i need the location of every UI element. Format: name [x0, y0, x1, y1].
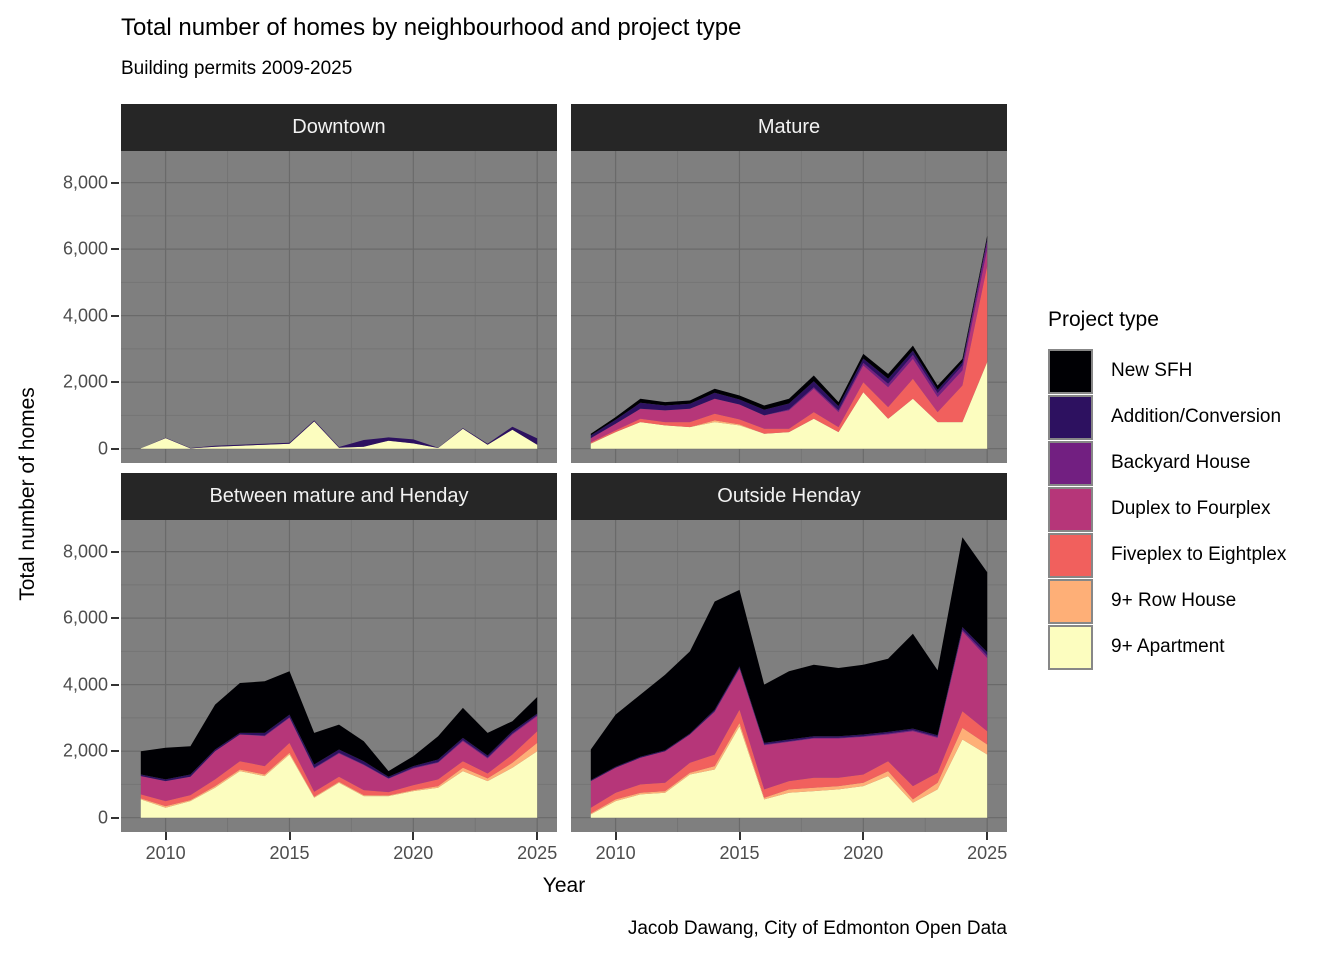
legend-swatch — [1048, 394, 1093, 440]
y-tick-mark — [111, 181, 119, 184]
plot-subtitle: Building permits 2009-2025 — [121, 58, 353, 79]
area-new-sfh — [140, 671, 538, 780]
facet-downtown: Downtown — [121, 104, 557, 463]
area-duplex-to-fourplex — [140, 716, 538, 802]
y-tick-mark — [111, 314, 119, 317]
area-duplex-to-fourplex — [590, 249, 988, 443]
legend: Project type New SFH Addition/Conversion B… — [1048, 308, 1286, 670]
legend-items: New SFH Addition/Conversion Backyard House… — [1048, 348, 1286, 670]
facet-strip-between: Between mature and Henday — [121, 473, 557, 520]
legend-item-label: Addition/Conversion — [1111, 406, 1282, 427]
legend-title: Project type — [1048, 308, 1159, 331]
y-tick-label: 8,000 — [62, 541, 108, 562]
x-tick-mark — [738, 832, 741, 840]
facet-panel-between — [121, 520, 557, 832]
y-tick-label: 4,000 — [62, 674, 108, 695]
area-9-apartment — [140, 751, 538, 818]
y-tick-label: 0 — [97, 438, 108, 459]
x-axis-title: Year — [542, 874, 586, 897]
x-tick-label: 2020 — [393, 843, 434, 863]
area-new-sfh — [590, 537, 988, 781]
area-fiveplex-to-eightplex — [590, 266, 988, 444]
facet-strip-label: Outside Henday — [717, 485, 861, 507]
legend-item: Fiveplex to Eightplex — [1048, 532, 1286, 578]
legend-item: 9+ Apartment — [1048, 624, 1286, 670]
y-tick-label: 8,000 — [62, 172, 108, 193]
y-tick-mark — [111, 750, 119, 753]
area-fiveplex-to-eightplex — [140, 731, 538, 807]
legend-item-label: Fiveplex to Eightplex — [1111, 544, 1287, 565]
x-tick-mark — [986, 832, 989, 840]
plot-title: Total number of homes by neighbourhood a… — [121, 14, 742, 41]
x-tick-mark — [288, 832, 291, 840]
legend-swatch — [1048, 624, 1093, 670]
x-tick-mark — [862, 832, 865, 840]
facet-mature: Mature — [571, 104, 1007, 463]
facet-panel-downtown — [121, 151, 557, 463]
y-tick-label: 0 — [97, 807, 108, 828]
legend-item: 9+ Row House — [1048, 578, 1286, 624]
facet-strip-label: Between mature and Henday — [209, 485, 469, 507]
y-tick-mark — [111, 816, 119, 819]
legend-swatch — [1048, 348, 1093, 394]
y-tick-mark — [111, 447, 119, 450]
y-axis-title: Total number of homes — [16, 387, 39, 601]
y-tick-mark — [111, 617, 119, 620]
legend-item: Addition/Conversion — [1048, 394, 1286, 440]
area-9-apartment — [140, 421, 538, 449]
area-9-apartment — [590, 726, 988, 818]
legend-item-label: 9+ Apartment — [1111, 636, 1225, 657]
y-tick-label: 6,000 — [62, 607, 108, 628]
y-tick-mark — [111, 381, 119, 384]
legend-item-label: Backyard House — [1111, 452, 1251, 473]
legend-swatch — [1048, 578, 1093, 624]
y-tick-mark — [111, 248, 119, 251]
facet-strip-label: Downtown — [292, 116, 386, 138]
y-tick-label: 4,000 — [62, 305, 108, 326]
y-tick-label: 2,000 — [62, 740, 108, 761]
legend-item-label: Duplex to Fourplex — [1111, 498, 1271, 519]
facet-panel-mature — [571, 151, 1007, 463]
facet-outside-henday: Outside Henday — [571, 473, 1007, 832]
facet-between-mature-and-henday: Between mature and Henday — [121, 473, 557, 832]
y-tick-label: 6,000 — [62, 238, 108, 259]
legend-swatch — [1048, 440, 1093, 486]
x-tick-mark — [614, 832, 617, 840]
legend-swatch — [1048, 532, 1093, 578]
legend-item-label: New SFH — [1111, 360, 1193, 381]
x-tick-mark — [536, 832, 539, 840]
facet-strip-outside: Outside Henday — [571, 473, 1007, 520]
facet-strip-downtown: Downtown — [121, 104, 557, 151]
area-9-apartment — [590, 362, 988, 449]
legend-item: New SFH — [1048, 348, 1286, 394]
x-tick-label: 2025 — [967, 843, 1008, 863]
legend-item: Backyard House — [1048, 440, 1286, 486]
facet-strip-label: Mature — [757, 116, 821, 138]
y-tick-mark — [111, 683, 119, 686]
area-addition-conversion — [140, 713, 538, 782]
x-tick-label: 2020 — [843, 843, 884, 863]
y-tick-mark — [111, 550, 119, 553]
x-tick-label: 2015 — [269, 843, 310, 863]
x-tick-mark — [164, 832, 167, 840]
x-tick-label: 2010 — [145, 843, 186, 863]
plot-caption: Jacob Dawang, City of Edmonton Open Data — [627, 918, 1007, 939]
x-tick-mark — [412, 832, 415, 840]
x-tick-label: 2015 — [719, 843, 760, 863]
panel-background — [121, 151, 557, 463]
x-tick-label: 2010 — [595, 843, 636, 863]
area-duplex-to-fourplex — [590, 631, 988, 808]
facet-strip-mature: Mature — [571, 104, 1007, 151]
facet-panel-outside — [571, 520, 1007, 832]
x-tick-label: 2025 — [517, 843, 558, 863]
legend-item-label: 9+ Row House — [1111, 590, 1237, 611]
y-tick-label: 2,000 — [62, 371, 108, 392]
legend-item: Duplex to Fourplex — [1048, 486, 1286, 532]
legend-swatch — [1048, 486, 1093, 532]
